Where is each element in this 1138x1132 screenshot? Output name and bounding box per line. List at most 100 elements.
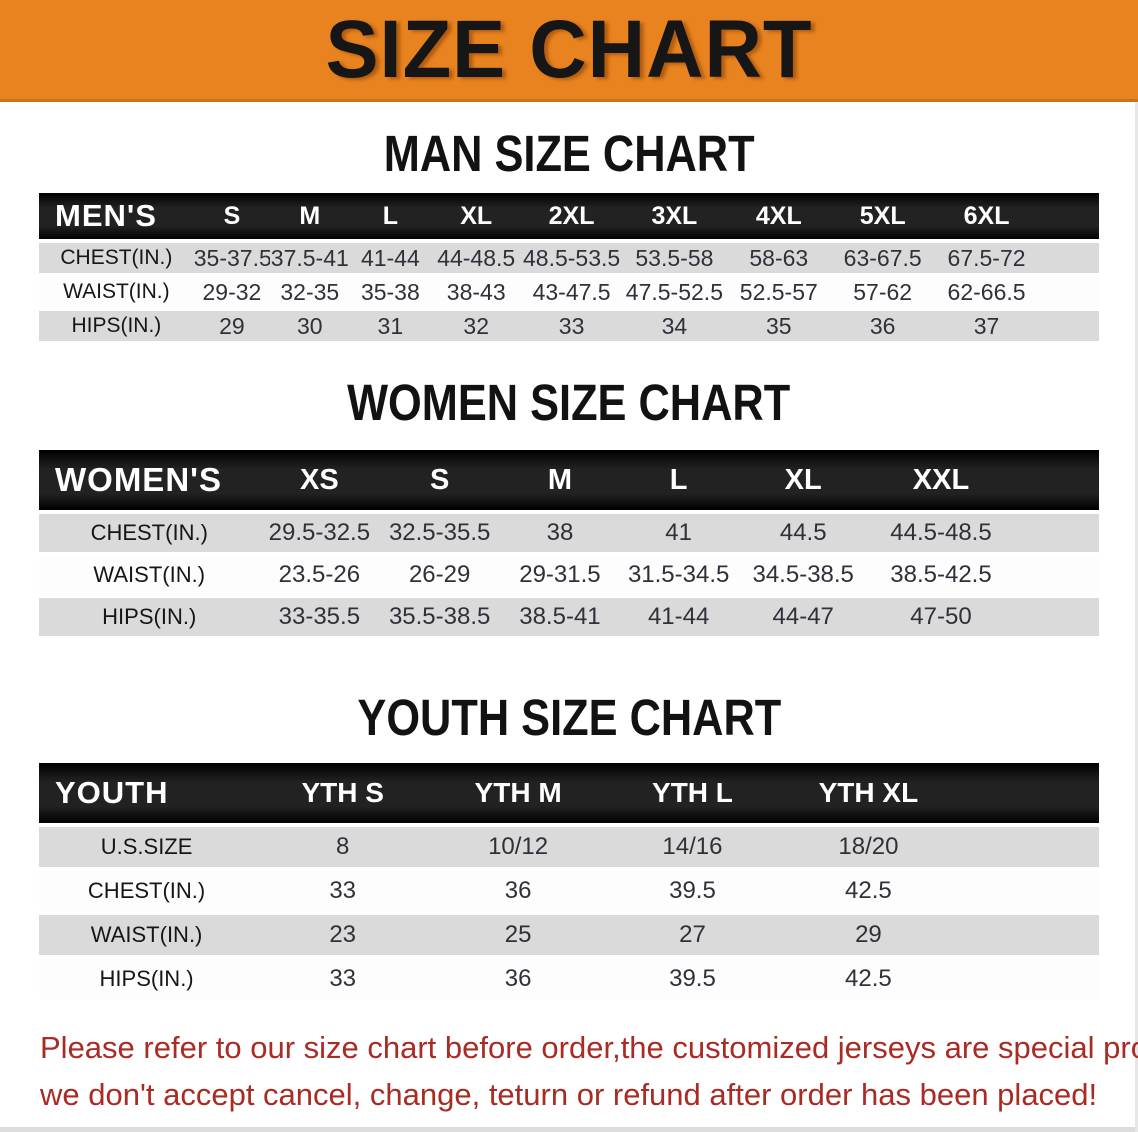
table-row: WAIST(IN.) 23 25 27 29 (39, 915, 1099, 955)
size-value: 25 (431, 915, 606, 955)
spacer-cell (1038, 277, 1099, 307)
row-label: CHEST(IN.) (39, 514, 260, 552)
size-value: 58-63 (726, 243, 831, 273)
table-row: HIPS(IN.) 33 36 39.5 42.5 (39, 959, 1099, 999)
youth-section-title: YOUTH SIZE CHART (0, 692, 1138, 743)
size-column-header: L (619, 450, 738, 510)
spacer-cell (1013, 598, 1099, 636)
size-value: 42.5 (779, 871, 957, 911)
table-corner-label: MEN'S (39, 193, 194, 239)
size-value: 47-50 (868, 598, 1014, 636)
women-section-title: WOMEN SIZE CHART (0, 377, 1138, 428)
size-value: 38.5-41 (500, 598, 620, 636)
spacer-cell (1038, 243, 1099, 273)
size-column-header: YTH L (605, 763, 780, 823)
table-header-row: MEN'S S M L XL 2XL 3XL 4XL 5XL 6XL (39, 193, 1099, 239)
size-column-header: S (193, 193, 271, 239)
size-value: 33 (521, 311, 622, 341)
size-value: 33 (254, 959, 432, 999)
disclaimer: Please refer to our size chart before or… (0, 1025, 1138, 1118)
banner-title: SIZE CHART (325, 3, 813, 95)
size-value: 23 (254, 915, 432, 955)
size-value: 36 (830, 311, 935, 341)
size-value: 42.5 (779, 959, 957, 999)
table-corner-label: YOUTH (39, 763, 255, 823)
size-value: 52.5-57 (726, 277, 831, 307)
spacer-cell (956, 915, 1099, 955)
size-value: 44-47 (737, 598, 869, 636)
row-label: WAIST(IN.) (39, 915, 255, 955)
size-column-header: 3XL (621, 193, 727, 239)
size-value: 53.5-58 (621, 243, 727, 273)
table-row: CHEST(IN.) 35-37.5 37.5-41 41-44 44-48.5 48.5… (39, 243, 1099, 273)
size-value: 27 (605, 915, 780, 955)
table-header-row: YOUTH YTH S YTH M YTH L YTH XL (39, 763, 1099, 823)
banner: SIZE CHART (0, 0, 1138, 102)
men-size-section: MAN SIZE CHART MEN'S S M L XL 2XL 3XL 4XL 5XL 6XL… (0, 128, 1138, 345)
size-value: 38-43 (431, 277, 522, 307)
disclaimer-line-2: we don't accept cancel, change, teturn o… (40, 1076, 1098, 1112)
spacer-cell (956, 827, 1099, 867)
size-value: 35.5-38.5 (379, 598, 501, 636)
size-value: 29 (193, 311, 271, 341)
spacer-cell (1038, 193, 1099, 239)
table-row: CHEST(IN.) 29.5-32.5 32.5-35.5 38 41 44.5 44.5… (39, 514, 1099, 552)
men-section-title: MAN SIZE CHART (0, 128, 1138, 179)
table-header-row: WOMEN'S XS S M L XL XXL (39, 450, 1099, 510)
women-size-section: WOMEN SIZE CHART WOMEN'S XS S M L XL XXL CHEST(… (0, 377, 1138, 640)
size-value: 47.5-52.5 (621, 277, 727, 307)
spacer-cell (1013, 514, 1099, 552)
size-value: 39.5 (605, 959, 780, 999)
women-section-title-text: WOMEN SIZE CHART (347, 374, 791, 431)
row-label: WAIST(IN.) (39, 277, 194, 307)
size-value: 62-66.5 (934, 277, 1039, 307)
youth-size-table: YOUTH YTH S YTH M YTH L YTH XL U.S.SIZE 8 10/12… (39, 759, 1099, 1003)
size-value: 38 (500, 514, 620, 552)
women-size-table: WOMEN'S XS S M L XL XXL CHEST(IN.) 29.5-32.5 32.5… (39, 446, 1099, 640)
table-row: U.S.SIZE 8 10/12 14/16 18/20 (39, 827, 1099, 867)
row-label: HIPS(IN.) (39, 311, 194, 341)
size-value: 67.5-72 (934, 243, 1039, 273)
size-value: 29-31.5 (500, 556, 620, 594)
size-column-header: 6XL (934, 193, 1039, 239)
size-value: 8 (254, 827, 432, 867)
size-column-header: L (349, 193, 432, 239)
size-value: 35-37.5 (193, 243, 271, 273)
size-column-header: XS (259, 450, 380, 510)
row-label: CHEST(IN.) (39, 871, 255, 911)
size-column-header: XL (431, 193, 522, 239)
size-value: 34.5-38.5 (737, 556, 869, 594)
size-value: 32 (431, 311, 522, 341)
spacer-cell (1038, 311, 1099, 341)
table-row: WAIST(IN.) 29-32 32-35 35-38 38-43 43-47.5 47.… (39, 277, 1099, 307)
size-value: 35 (726, 311, 831, 341)
youth-section-title-text: YOUTH SIZE CHART (357, 689, 781, 746)
size-value: 30 (270, 311, 350, 341)
size-value: 37.5-41 (270, 243, 350, 273)
men-section-title-text: MAN SIZE CHART (383, 125, 755, 182)
youth-size-section: YOUTH SIZE CHART YOUTH YTH S YTH M YTH L YTH… (0, 692, 1138, 1003)
size-value: 33-35.5 (259, 598, 380, 636)
size-value: 41 (619, 514, 738, 552)
men-size-table: MEN'S S M L XL 2XL 3XL 4XL 5XL 6XL CHEST(IN.) 35-37… (39, 189, 1099, 345)
size-column-header: XXL (868, 450, 1014, 510)
row-label: HIPS(IN.) (39, 598, 260, 636)
row-label: U.S.SIZE (39, 827, 255, 867)
size-column-header: 4XL (726, 193, 831, 239)
size-value: 32.5-35.5 (379, 514, 501, 552)
size-value: 37 (934, 311, 1039, 341)
row-label: HIPS(IN.) (39, 959, 255, 999)
size-column-header: YTH XL (779, 763, 957, 823)
size-value: 44-48.5 (431, 243, 522, 273)
size-value: 26-29 (379, 556, 501, 594)
spacer-cell (956, 959, 1099, 999)
spacer-cell (956, 763, 1099, 823)
size-value: 39.5 (605, 871, 780, 911)
table-row: WAIST(IN.) 23.5-26 26-29 29-31.5 31.5-34.5 34… (39, 556, 1099, 594)
table-row: HIPS(IN.) 33-35.5 35.5-38.5 38.5-41 41-44 44-… (39, 598, 1099, 636)
size-value: 63-67.5 (830, 243, 935, 273)
size-value: 43-47.5 (521, 277, 622, 307)
size-value: 44.5-48.5 (868, 514, 1014, 552)
table-row: CHEST(IN.) 33 36 39.5 42.5 (39, 871, 1099, 911)
